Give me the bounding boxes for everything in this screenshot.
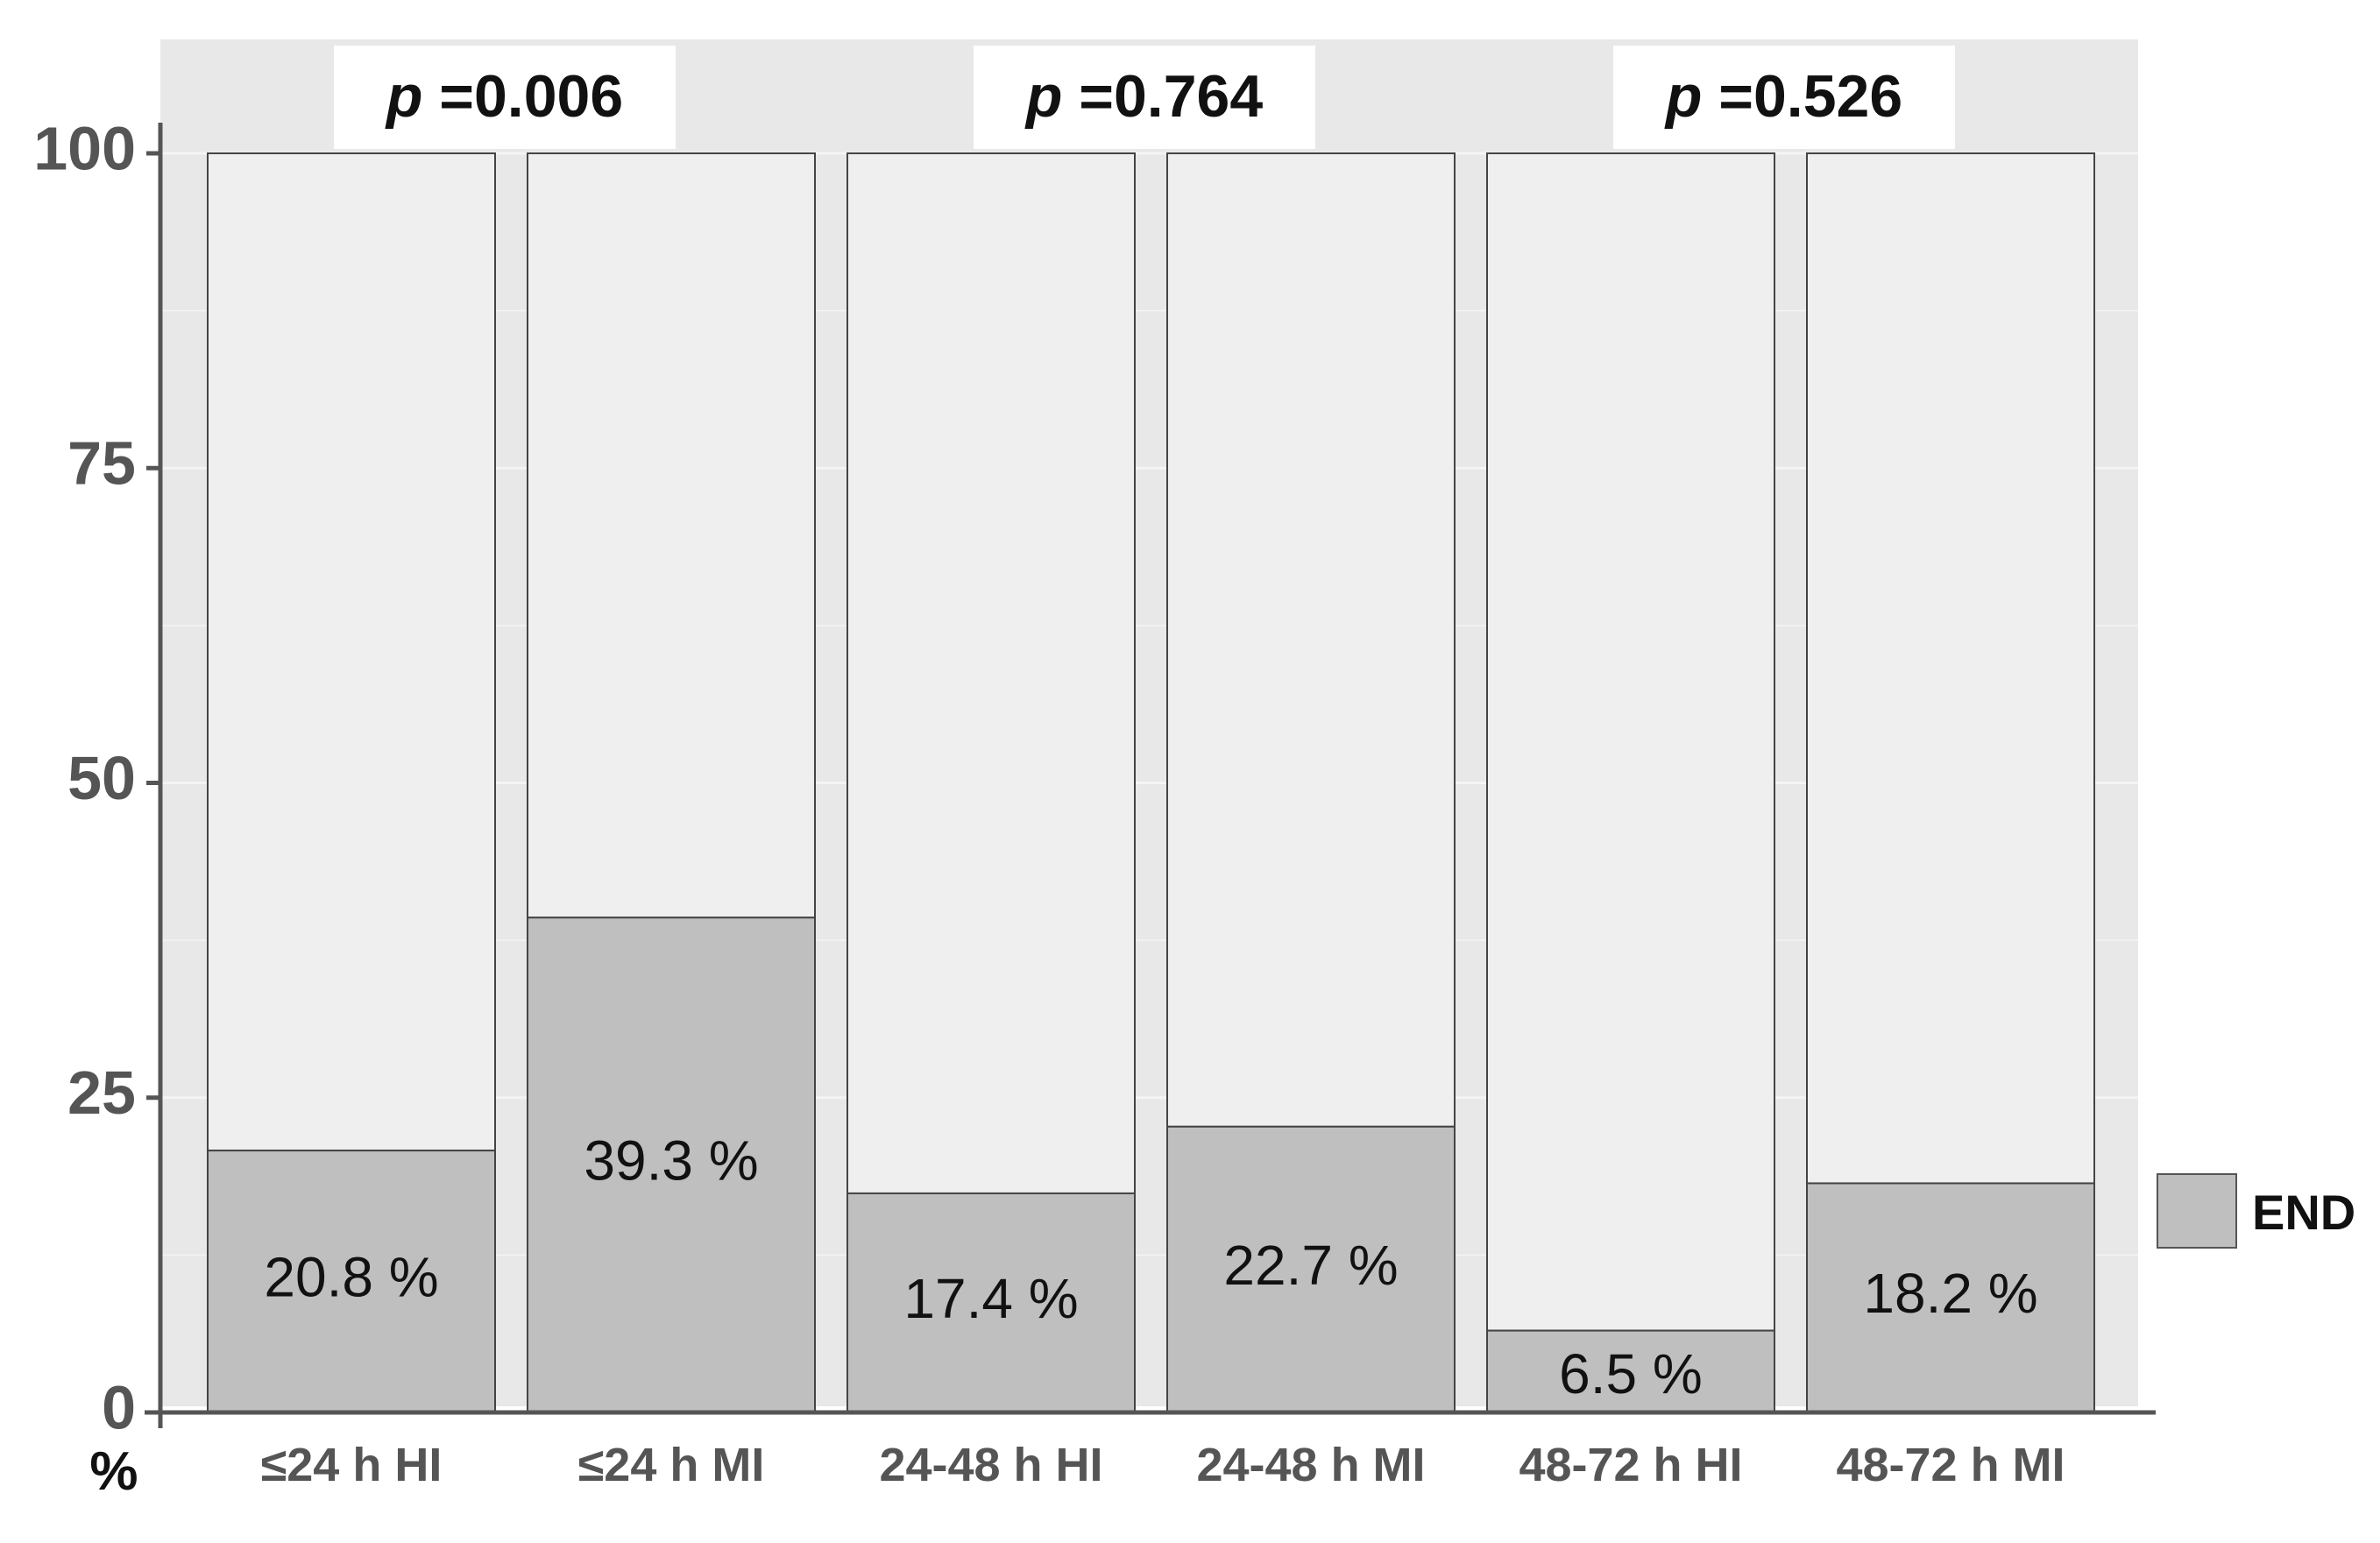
bar-remainder [846,152,1136,1194]
y-tick-label: 25 [67,1058,136,1127]
bar-data-label: 20.8 % [264,1245,438,1308]
legend: END [2157,1173,2355,1249]
p-value-layer: p =0.006 p =0.764 p =0.526 [334,46,1955,149]
legend-swatch-end [2157,1173,2237,1249]
y-tick-label: 0 [102,1373,136,1441]
x-tick-label: 24-48 h HI [879,1439,1102,1491]
bar-data-label: 17.4 % [903,1267,1078,1330]
bar-data-label: 22.7 % [1223,1234,1398,1297]
p-value-label: p =0.526 [1664,63,1902,130]
bar-end [846,1192,1136,1414]
bar-end [1166,1125,1456,1414]
x-tick-label: 48-72 h MI [1836,1439,2065,1491]
axes-layer: ≤24 h HI ≤24 h MI 24-48 h HI 24-48 h MI 48-7… [33,114,2156,1491]
bars-layer: 20.8 % 39.3 % 17.4 % 22.7 % 6.5 % 18.2 % [207,152,2095,1414]
bar-end [1486,1329,1775,1413]
y-tick-label: 75 [67,429,136,498]
p-value-box [974,46,1315,149]
p-value-label: p =0.006 [385,63,623,130]
p-value-box [334,46,676,149]
y-axis-label: % [89,1441,138,1502]
bar-remainder [207,152,496,1152]
bar-remainder [527,152,816,919]
x-tick-label: ≤24 h HI [261,1439,443,1491]
x-tick-label: 24-48 h MI [1196,1439,1425,1491]
x-tick-label: 48-72 h HI [1519,1439,1742,1491]
bar-end [527,917,816,1414]
bar-remainder [1166,152,1456,1128]
bar-data-label: 6.5 % [1559,1342,1703,1405]
bar-remainder [1486,152,1775,1332]
p-value-label: p =0.764 [1024,63,1263,130]
x-tick-label: ≤24 h MI [578,1439,765,1491]
p-value-box [1613,46,1955,149]
y-tick-label: 50 [67,744,136,812]
legend-label-end: END [2252,1185,2355,1240]
bar-data-label: 39.3 % [584,1129,758,1193]
y-tick-label: 100 [33,114,136,182]
bar-data-label: 18.2 % [1863,1262,2037,1325]
bar-end [1806,1182,2095,1413]
bar-end [207,1150,496,1413]
bar-remainder [1806,152,2095,1185]
